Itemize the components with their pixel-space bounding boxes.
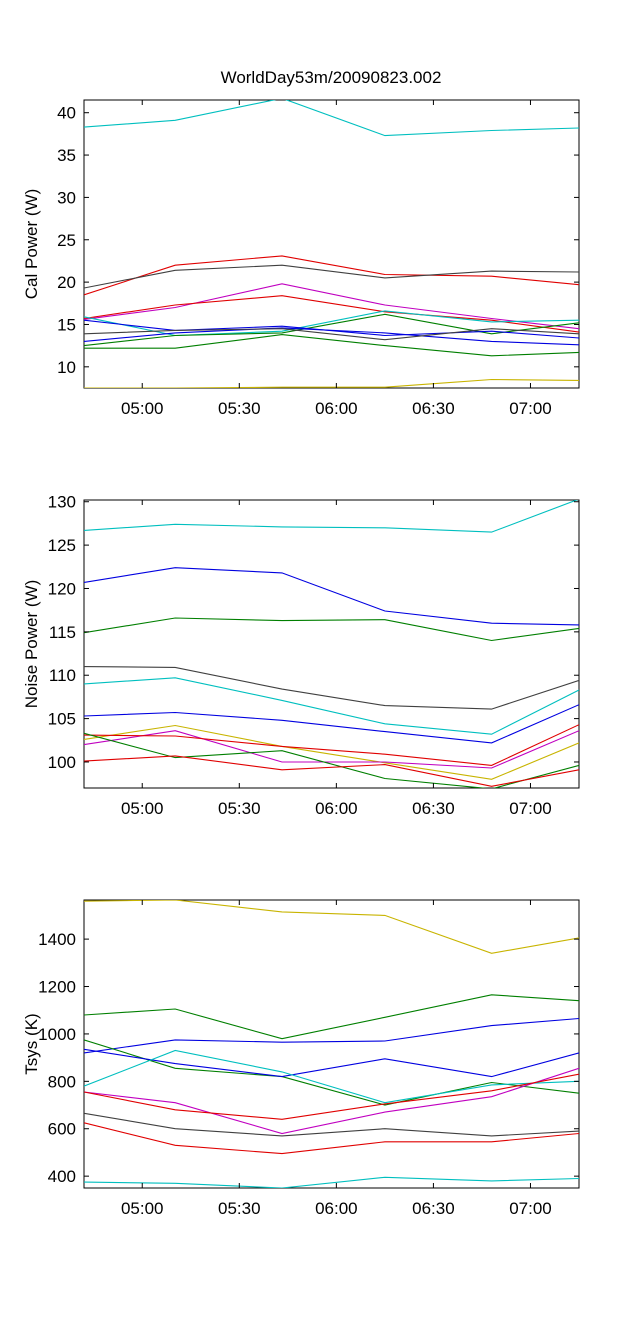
cal-power-series-line — [84, 310, 579, 337]
noise-power-series-line — [84, 724, 579, 780]
tsys-xtick-label: 05:30 — [218, 1199, 261, 1218]
noise-power-series-group — [84, 500, 579, 788]
tsys-ytick-label: 1000 — [38, 1025, 76, 1044]
noise-power-series-line — [84, 567, 579, 626]
cal-power-xtick-label: 06:00 — [315, 399, 358, 418]
noise-power-xtick-label: 05:30 — [218, 799, 261, 818]
noise-power-series-line — [84, 677, 579, 735]
cal-power-ytick-label: 30 — [57, 188, 76, 207]
noise-power-ytick-label: 105 — [48, 710, 76, 729]
noise-power-xtick-label: 05:00 — [121, 799, 164, 818]
noise-power-series-line — [84, 500, 579, 533]
cal-power-ytick-label: 20 — [57, 273, 76, 292]
noise-power-ytick-label: 115 — [49, 623, 76, 642]
tsys-xtick-label: 06:00 — [315, 1199, 358, 1218]
noise-power-series-line — [84, 666, 579, 710]
cal-power-xtick-label: 05:00 — [121, 399, 164, 418]
tsys-ytick-label: 600 — [48, 1120, 76, 1139]
tsys-series-line — [84, 900, 579, 954]
tsys-series-line — [84, 1176, 579, 1188]
noise-power-xtick-label: 06:30 — [412, 799, 455, 818]
cal-power-xtick-label: 06:30 — [412, 399, 455, 418]
cal-power-series-line — [84, 328, 579, 341]
cal-power-series-line — [84, 283, 579, 330]
noise-power-ytick-label: 110 — [49, 666, 76, 685]
cal-power-plot: 05:00 05:30 06:00 06:30 07:00 10 15 20 25 30 35 40 C… — [22, 99, 580, 418]
noise-power-ytick-label: 125 — [48, 536, 76, 555]
tsys-series-line — [84, 994, 579, 1040]
noise-power-plot: 05:00 05:30 06:00 06:30 07:00 100 105 110 115 120… — [22, 493, 580, 818]
tsys-ytick-label: 400 — [48, 1167, 76, 1186]
tsys-plot: 05:00 05:30 06:00 06:30 07:00 400 600 800 1000 12… — [22, 899, 580, 1218]
tsys-xtick-label: 06:30 — [412, 1199, 455, 1218]
noise-power-series-line — [84, 730, 579, 769]
tsys-xtick-label: 07:00 — [509, 1199, 552, 1218]
noise-power-axes-frame — [83, 499, 580, 789]
tsys-series-line — [84, 1112, 579, 1137]
noise-power-series-line — [84, 704, 579, 744]
cal-power-series-line — [84, 264, 579, 289]
tsys-series-line — [84, 1067, 579, 1135]
cal-power-series-line — [84, 378, 579, 388]
cal-power-series-line — [84, 100, 579, 137]
tsys-series-line — [84, 1049, 579, 1104]
noise-power-series-line — [84, 732, 579, 788]
tsys-ytick-label: 1400 — [38, 930, 76, 949]
noise-power-xtick-label: 07:00 — [509, 799, 552, 818]
noise-power-ytick-label: 130 — [48, 493, 76, 512]
cal-power-series-line — [84, 255, 579, 296]
noise-power-ytick-label: 100 — [48, 753, 76, 772]
tsys-xtick-label: 05:00 — [121, 1199, 164, 1218]
noise-power-xtick-label: 06:00 — [315, 799, 358, 818]
tsys-series-line — [84, 1017, 579, 1054]
cal-power-series-group — [84, 100, 579, 388]
cal-power-series-line — [84, 327, 579, 346]
noise-power-ytick-label: 120 — [48, 579, 76, 598]
noise-power-ylabel: Noise Power (W) — [22, 580, 41, 708]
tsys-ylabel: Tsys (K) — [22, 1013, 41, 1074]
cal-power-xtick-label: 05:30 — [218, 399, 261, 418]
cal-power-ytick-label: 40 — [57, 104, 76, 123]
figure-title: WorldDay53m/20090823.002 — [221, 68, 442, 87]
cal-power-xtick-label: 07:00 — [509, 399, 552, 418]
cal-power-ytick-label: 15 — [57, 315, 76, 334]
cal-power-series-line — [84, 334, 579, 357]
tsys-series-line — [84, 1048, 579, 1078]
cal-power-ylabel: Cal Power (W) — [22, 189, 41, 300]
tsys-series-line — [84, 1122, 579, 1155]
noise-power-series-line — [84, 724, 579, 766]
tsys-ytick-label: 1200 — [38, 978, 76, 997]
tsys-ytick-label: 800 — [48, 1072, 76, 1091]
tsys-axes-frame — [83, 899, 580, 1189]
noise-power-series-line — [84, 617, 579, 642]
cal-power-series-line — [84, 295, 579, 333]
cal-power-ytick-label: 35 — [57, 146, 76, 165]
tsys-series-group — [84, 900, 579, 1188]
cal-power-axes-frame — [83, 99, 580, 389]
noise-power-series-line — [84, 755, 579, 787]
cal-power-ytick-label: 25 — [57, 231, 76, 250]
cal-power-ytick-label: 10 — [57, 358, 76, 377]
tsys-series-line — [84, 1073, 579, 1120]
